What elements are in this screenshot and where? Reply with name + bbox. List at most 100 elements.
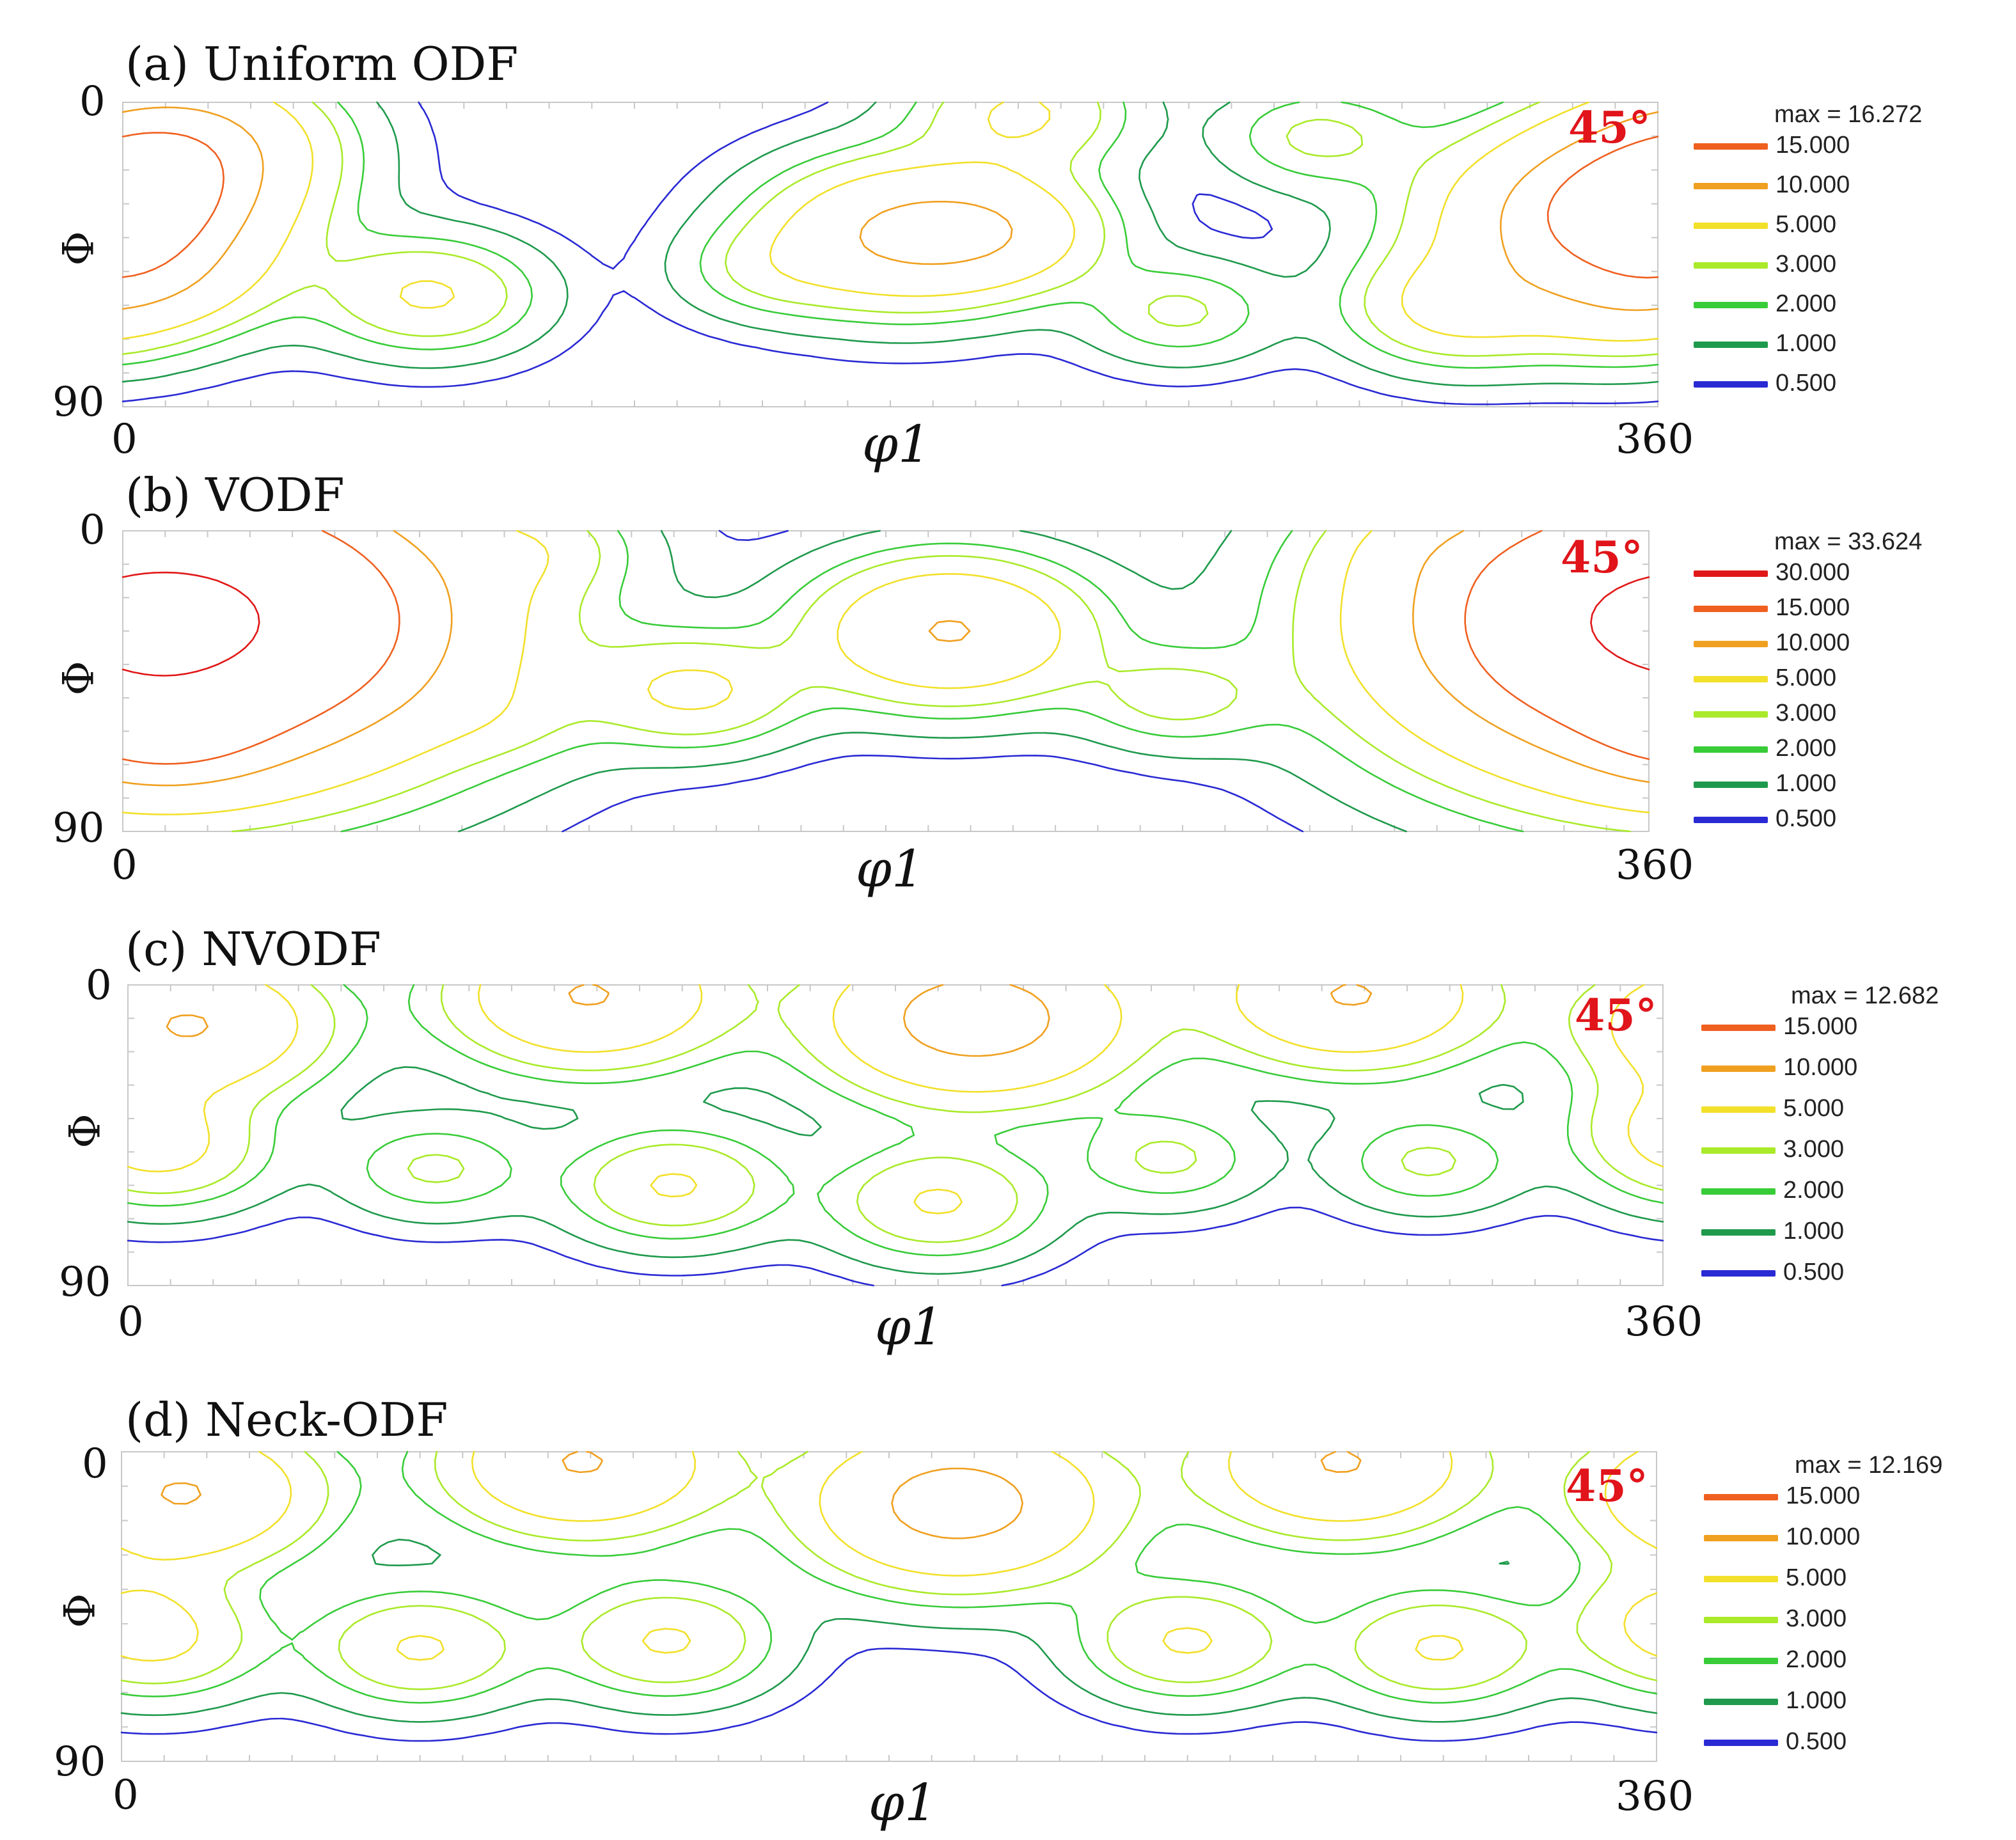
- legend-swatch: [1694, 143, 1768, 150]
- legend-swatch: [1694, 711, 1768, 718]
- legend-swatch: [1694, 676, 1768, 682]
- panel-title: (c) NVODF: [125, 922, 381, 976]
- contour-line-5.000: [127, 984, 1664, 1215]
- y-tick-top: 0: [79, 507, 106, 554]
- contour-line-0.500: [122, 101, 1659, 405]
- x-tick-right: 360: [1616, 1773, 1694, 1820]
- contour-line-5.000: [120, 1451, 1658, 1662]
- x-axis-label: φ1: [869, 1773, 937, 1832]
- legend-value: 5.000: [1776, 664, 1837, 691]
- legend-value: 0.500: [1776, 370, 1837, 397]
- x-tick-right: 360: [1616, 842, 1694, 889]
- legend-max: max = 16.272: [1774, 101, 1923, 128]
- x-tick-right: 360: [1625, 1298, 1703, 1346]
- section-label: 45°: [1561, 532, 1643, 583]
- y-tick-bottom: 90: [52, 379, 105, 426]
- y-tick-bottom: 90: [54, 1738, 106, 1786]
- x-tick-left: 0: [118, 1298, 144, 1346]
- y-tick-top: 0: [79, 78, 106, 125]
- panel-d: (d) Neck-ODF 0 90 Φ 0 360 φ1 45° max = 1…: [0, 1369, 2016, 1840]
- x-tick-right: 360: [1616, 416, 1694, 463]
- plot-frame: [127, 984, 1664, 1286]
- contour-line-15.000: [122, 132, 1659, 279]
- contour-line-10.000: [161, 1451, 1362, 1539]
- legend-swatch: [1701, 1147, 1776, 1154]
- legend-value: 0.500: [1786, 1728, 1847, 1755]
- plot-frame: [122, 530, 1650, 832]
- section-label: 45°: [1566, 1461, 1648, 1512]
- legend-swatch: [1694, 381, 1768, 388]
- y-tick-top: 0: [82, 1440, 108, 1488]
- legend-value: 10.000: [1776, 629, 1850, 656]
- contour-plot: [122, 101, 1659, 407]
- x-axis-label: φ1: [862, 414, 931, 474]
- contour-line-3.000: [122, 101, 1659, 358]
- contour-line-0.500: [562, 530, 1304, 833]
- contour-line-1.000: [127, 1066, 1664, 1275]
- legend-swatch: [1694, 570, 1768, 577]
- legend-swatch: [1694, 223, 1768, 229]
- legend-swatch: [1704, 1617, 1778, 1623]
- x-axis-label: φ1: [856, 839, 924, 899]
- y-tick-bottom: 90: [52, 805, 105, 852]
- legend: max = 12.169 15.000 10.000 5.000 3.000 2.000…: [1704, 1452, 1985, 1772]
- section-label: 45°: [1568, 102, 1651, 153]
- contour-plot: [120, 1451, 1658, 1762]
- legend-value: 2.000: [1776, 735, 1837, 762]
- legend-value: 2.000: [1776, 290, 1837, 317]
- legend-swatch: [1694, 817, 1768, 823]
- plot-frame: [121, 1451, 1657, 1762]
- legend-value: 10.000: [1786, 1523, 1861, 1550]
- legend-swatch: [1701, 1106, 1776, 1113]
- legend-value: 10.000: [1783, 1054, 1858, 1081]
- legend-swatch: [1704, 1740, 1778, 1746]
- legend-swatch: [1701, 1229, 1776, 1236]
- legend-swatch: [1704, 1576, 1778, 1582]
- legend: max = 12.682 15.000 10.000 5.000 3.000 2.000…: [1701, 982, 1983, 1302]
- legend-value: 3.000: [1786, 1605, 1847, 1632]
- legend-swatch: [1701, 1188, 1776, 1195]
- y-tick-bottom: 90: [59, 1259, 111, 1306]
- legend-swatch: [1704, 1699, 1778, 1705]
- contour-line-30.000: [122, 571, 1650, 677]
- contour-line-2.000: [340, 530, 1524, 833]
- y-axis-label: Φ: [54, 661, 104, 696]
- panel-c: (c) NVODF 0 90 Φ 0 360 φ1 45° max = 12.6…: [0, 895, 2016, 1369]
- legend-value: 1.000: [1776, 330, 1837, 357]
- legend-value: 10.000: [1776, 171, 1850, 198]
- legend-value: 3.000: [1783, 1136, 1845, 1163]
- contour-line-10.000: [166, 984, 1373, 1057]
- legend-swatch: [1694, 302, 1768, 308]
- y-axis-label: Φ: [60, 1113, 110, 1149]
- contour-line-5.000: [122, 101, 1659, 342]
- legend-value: 15.000: [1776, 132, 1850, 159]
- legend-swatch: [1694, 782, 1768, 788]
- legend-swatch: [1701, 1065, 1776, 1072]
- contour-plot: [122, 530, 1650, 833]
- legend-value: 15.000: [1786, 1482, 1861, 1509]
- contour-line-2.000: [120, 1451, 1658, 1704]
- contour-line-3.000: [127, 984, 1664, 1243]
- contour-line-1.000: [458, 530, 1407, 833]
- legend-value: 1.000: [1783, 1218, 1845, 1245]
- legend-value: 5.000: [1786, 1564, 1847, 1591]
- x-tick-left: 0: [111, 416, 138, 463]
- legend-swatch: [1704, 1658, 1778, 1664]
- legend-value: 15.000: [1776, 594, 1850, 621]
- legend-value: 2.000: [1783, 1177, 1845, 1204]
- y-axis-label: Φ: [54, 231, 104, 266]
- contour-line-1.000: [122, 101, 1659, 387]
- panel-b: (b) VODF 0 90 Φ 0 360 φ1 45° max = 33.62…: [0, 460, 2016, 899]
- legend-value: 5.000: [1783, 1095, 1845, 1122]
- contour-line-2.000: [127, 984, 1664, 1257]
- legend-value: 3.000: [1776, 700, 1837, 727]
- legend-swatch: [1694, 606, 1768, 612]
- legend-value: 5.000: [1776, 211, 1837, 238]
- legend-value: 30.000: [1776, 559, 1850, 586]
- legend-value: 15.000: [1783, 1013, 1858, 1040]
- legend-value: 3.000: [1776, 251, 1837, 278]
- legend: max = 16.272 15.000 10.000 5.000 3.000 2.000…: [1694, 101, 1962, 408]
- panel-title: (d) Neck-ODF: [125, 1393, 448, 1447]
- contour-line-3.000: [120, 1451, 1658, 1690]
- contour-line-15.000: [122, 530, 1650, 765]
